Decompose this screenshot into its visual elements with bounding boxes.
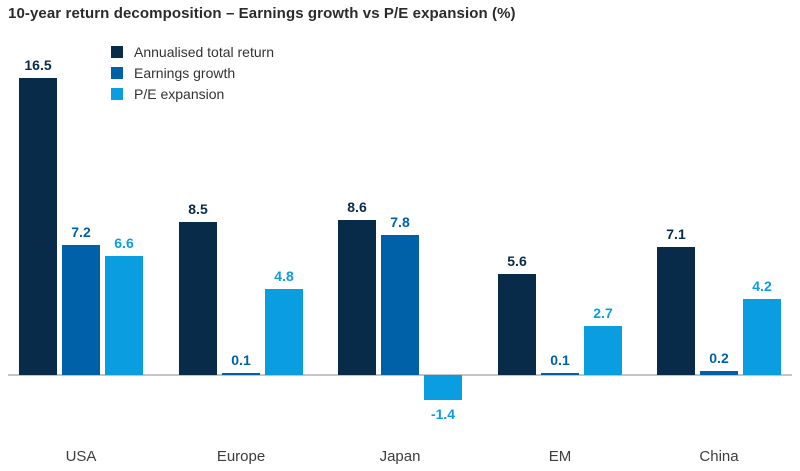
category-label-europe: Europe — [216, 448, 266, 465]
bar-annualised-total-return-china — [657, 247, 695, 375]
legend: Annualised total return Earnings growth P/… — [111, 41, 274, 104]
category-label-usa: USA — [65, 448, 97, 465]
category-label-china: China — [699, 448, 739, 465]
bar-earnings-growth-china — [700, 371, 738, 375]
bar-annualised-total-return-japan — [338, 220, 376, 375]
value-label-pe-expansion-em: 2.7 — [593, 305, 613, 321]
bar-pe-expansion-europe — [265, 289, 303, 375]
bar-annualised-total-return-europe — [179, 222, 217, 375]
bar-earnings-growth-japan — [381, 235, 419, 375]
value-label-pe-expansion-europe: 4.8 — [274, 268, 294, 284]
bar-earnings-growth-usa — [62, 245, 100, 375]
value-label-pe-expansion-china: 4.2 — [752, 278, 772, 294]
bar-earnings-growth-europe — [222, 373, 260, 375]
value-label-earnings-growth-usa: 7.2 — [71, 224, 91, 240]
value-label-pe-expansion-japan: -1.4 — [430, 406, 456, 422]
legend-swatch-icon — [111, 45, 123, 58]
legend-item-0: Annualised total return — [111, 41, 274, 62]
value-label-earnings-growth-japan: 7.8 — [390, 214, 410, 230]
zero-axis-line — [8, 374, 792, 376]
value-label-earnings-growth-em: 0.1 — [550, 352, 570, 368]
value-label-earnings-growth-china: 0.2 — [709, 350, 729, 366]
legend-item-2: P/E expansion — [111, 83, 274, 104]
chart-title: 10-year return decomposition – Earnings … — [8, 5, 516, 22]
bar-pe-expansion-usa — [105, 256, 143, 375]
value-label-annualised-total-return-em: 5.6 — [507, 253, 527, 269]
value-label-annualised-total-return-japan: 8.6 — [347, 199, 367, 215]
bar-earnings-growth-em — [541, 373, 579, 375]
legend-swatch-icon — [111, 66, 123, 79]
value-label-annualised-total-return-china: 7.1 — [666, 226, 686, 242]
bar-pe-expansion-em — [584, 326, 622, 375]
legend-item-1: Earnings growth — [111, 62, 274, 83]
bar-annualised-total-return-em — [498, 274, 536, 375]
legend-label: Earnings growth — [134, 64, 236, 81]
bar-annualised-total-return-usa — [19, 78, 57, 375]
value-label-pe-expansion-usa: 6.6 — [114, 235, 134, 251]
value-label-annualised-total-return-usa: 16.5 — [24, 57, 52, 73]
category-label-em: EM — [548, 448, 572, 465]
bar-pe-expansion-china — [743, 299, 781, 375]
legend-swatch-icon — [111, 87, 123, 100]
category-label-japan: Japan — [379, 448, 421, 465]
legend-label: Annualised total return — [134, 43, 275, 60]
value-label-earnings-growth-europe: 0.1 — [231, 352, 251, 368]
legend-label: P/E expansion — [134, 85, 225, 102]
bar-pe-expansion-japan — [424, 375, 462, 400]
value-label-annualised-total-return-europe: 8.5 — [188, 201, 208, 217]
